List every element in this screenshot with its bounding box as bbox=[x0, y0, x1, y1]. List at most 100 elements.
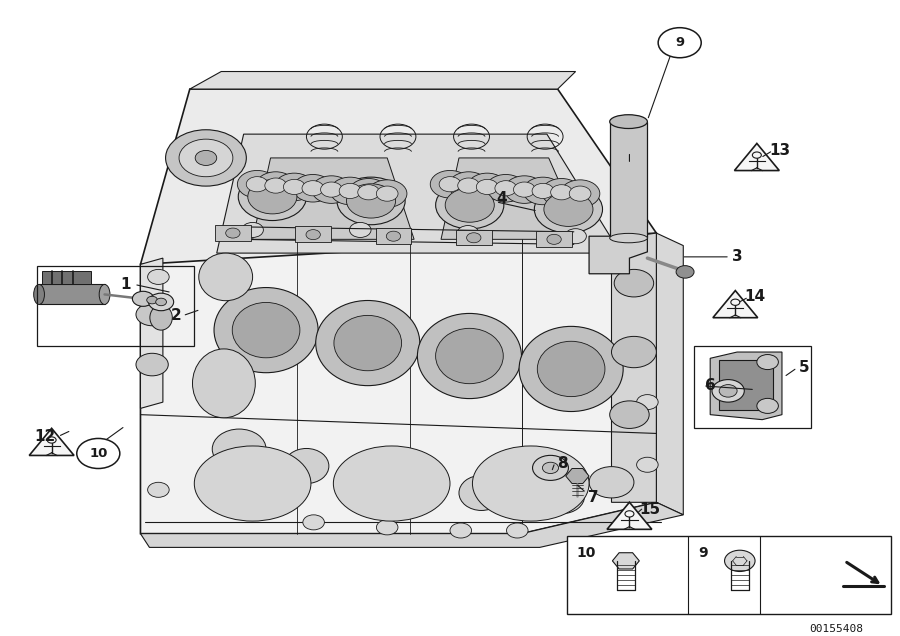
Ellipse shape bbox=[212, 429, 266, 469]
Circle shape bbox=[430, 170, 470, 198]
Circle shape bbox=[376, 186, 398, 201]
Text: 7: 7 bbox=[589, 490, 598, 505]
Ellipse shape bbox=[284, 448, 328, 483]
Ellipse shape bbox=[199, 253, 253, 301]
Polygon shape bbox=[607, 502, 652, 529]
Circle shape bbox=[132, 291, 154, 307]
Circle shape bbox=[238, 173, 306, 221]
Circle shape bbox=[569, 186, 591, 201]
Polygon shape bbox=[566, 469, 590, 483]
Bar bbox=[536, 232, 572, 247]
Circle shape bbox=[458, 178, 480, 193]
Polygon shape bbox=[734, 144, 779, 170]
Bar bbox=[215, 225, 251, 240]
Polygon shape bbox=[253, 158, 414, 239]
Circle shape bbox=[712, 380, 744, 402]
Circle shape bbox=[609, 401, 649, 429]
Polygon shape bbox=[611, 233, 656, 502]
Circle shape bbox=[47, 437, 56, 443]
Ellipse shape bbox=[333, 446, 450, 521]
Text: 8: 8 bbox=[557, 456, 568, 471]
Circle shape bbox=[658, 28, 701, 58]
Text: 1: 1 bbox=[120, 277, 130, 292]
Circle shape bbox=[330, 177, 370, 205]
Circle shape bbox=[238, 170, 277, 198]
Ellipse shape bbox=[316, 300, 419, 385]
Polygon shape bbox=[590, 236, 647, 273]
Polygon shape bbox=[190, 71, 576, 89]
Text: 2: 2 bbox=[171, 308, 182, 323]
Polygon shape bbox=[656, 233, 683, 515]
Circle shape bbox=[248, 179, 297, 214]
Circle shape bbox=[523, 177, 562, 205]
Text: 00155408: 00155408 bbox=[809, 624, 863, 634]
Circle shape bbox=[367, 180, 407, 207]
Circle shape bbox=[147, 296, 158, 304]
Ellipse shape bbox=[33, 284, 44, 305]
Circle shape bbox=[195, 151, 217, 165]
Ellipse shape bbox=[436, 328, 503, 384]
Circle shape bbox=[293, 174, 333, 202]
Circle shape bbox=[346, 184, 396, 218]
Circle shape bbox=[551, 184, 572, 200]
Circle shape bbox=[436, 181, 504, 229]
Text: 5: 5 bbox=[799, 360, 810, 375]
Circle shape bbox=[757, 354, 778, 370]
Ellipse shape bbox=[418, 314, 521, 399]
Circle shape bbox=[466, 233, 481, 243]
Ellipse shape bbox=[334, 315, 401, 371]
Ellipse shape bbox=[540, 478, 585, 514]
Text: 9: 9 bbox=[675, 36, 684, 49]
Circle shape bbox=[274, 173, 314, 201]
Bar bbox=[37, 266, 194, 346]
Circle shape bbox=[514, 182, 536, 197]
Circle shape bbox=[242, 223, 264, 237]
Circle shape bbox=[533, 455, 569, 480]
Circle shape bbox=[561, 180, 599, 207]
Circle shape bbox=[495, 181, 517, 196]
Text: 10: 10 bbox=[89, 447, 107, 460]
Circle shape bbox=[247, 177, 268, 192]
Text: 12: 12 bbox=[34, 429, 55, 444]
Bar bbox=[295, 226, 331, 242]
Circle shape bbox=[535, 186, 602, 233]
Circle shape bbox=[752, 152, 761, 158]
Polygon shape bbox=[140, 89, 656, 265]
Circle shape bbox=[349, 179, 388, 206]
Bar bbox=[567, 536, 891, 614]
Circle shape bbox=[636, 394, 658, 410]
Circle shape bbox=[339, 183, 361, 198]
Polygon shape bbox=[441, 158, 585, 239]
Circle shape bbox=[148, 293, 174, 311]
Ellipse shape bbox=[194, 446, 310, 521]
Circle shape bbox=[542, 179, 581, 206]
Ellipse shape bbox=[459, 475, 504, 511]
Polygon shape bbox=[140, 502, 683, 548]
Circle shape bbox=[148, 270, 169, 284]
Circle shape bbox=[156, 298, 166, 306]
Circle shape bbox=[136, 353, 168, 376]
Ellipse shape bbox=[372, 463, 417, 498]
Circle shape bbox=[439, 177, 461, 192]
Circle shape bbox=[446, 188, 494, 222]
Circle shape bbox=[611, 336, 656, 368]
Circle shape bbox=[265, 178, 286, 193]
Circle shape bbox=[376, 520, 398, 535]
Circle shape bbox=[544, 192, 593, 226]
Circle shape bbox=[179, 139, 233, 177]
Circle shape bbox=[450, 523, 472, 538]
Circle shape bbox=[226, 228, 240, 238]
Circle shape bbox=[148, 482, 169, 497]
Text: 4: 4 bbox=[497, 191, 508, 206]
Ellipse shape bbox=[609, 233, 647, 243]
Circle shape bbox=[676, 266, 694, 278]
Circle shape bbox=[284, 179, 305, 195]
Circle shape bbox=[614, 270, 653, 297]
Circle shape bbox=[337, 177, 405, 225]
Polygon shape bbox=[612, 553, 639, 569]
Circle shape bbox=[136, 303, 168, 326]
Polygon shape bbox=[710, 352, 782, 420]
Polygon shape bbox=[609, 121, 647, 238]
Ellipse shape bbox=[150, 305, 172, 330]
Circle shape bbox=[302, 181, 324, 196]
